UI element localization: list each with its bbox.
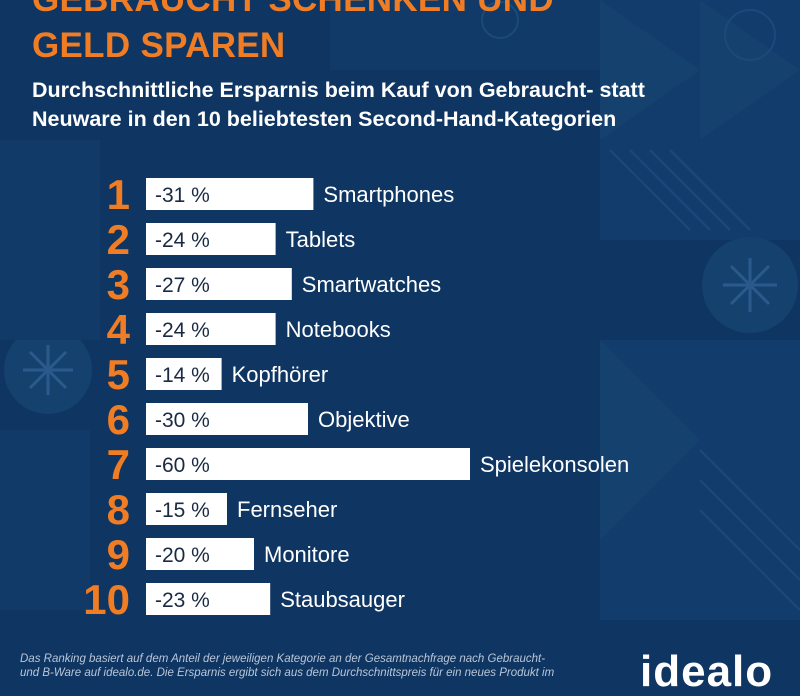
bar-value-label: -31 % xyxy=(155,184,210,207)
category-label: Staubsauger xyxy=(280,587,405,612)
title-line-2: GELD SPAREN xyxy=(32,26,286,65)
category-label: Objektive xyxy=(318,407,410,432)
bar xyxy=(146,178,314,210)
brand-logo: idealo xyxy=(640,647,774,696)
ranking-bar-chart: 1 -31 % Smartphones 2 -24 % Tablets 3 -27 % Smar… xyxy=(83,171,629,623)
category-label: Spielekonsolen xyxy=(480,452,629,477)
category-label: Smartwatches xyxy=(302,272,441,297)
rank-number: 3 xyxy=(107,261,130,308)
rank-number: 2 xyxy=(107,216,130,263)
bar-value-label: -60 % xyxy=(155,454,210,477)
bar xyxy=(146,493,227,525)
rank-number: 8 xyxy=(107,486,130,533)
bar xyxy=(146,538,254,570)
rank-number: 5 xyxy=(107,351,130,398)
bar-value-label: -14 % xyxy=(155,364,210,387)
bar xyxy=(146,403,308,435)
category-label: Kopfhörer xyxy=(232,362,329,387)
bar-value-label: -23 % xyxy=(155,589,210,612)
bar xyxy=(146,268,292,300)
category-label: Tablets xyxy=(286,227,356,252)
category-label: Smartphones xyxy=(323,182,454,207)
subtitle-line-1: Durchschnittliche Ersparnis beim Kauf vo… xyxy=(32,78,645,102)
rank-number: 7 xyxy=(107,441,130,488)
bar-value-label: -24 % xyxy=(155,319,210,342)
subtitle-line-2: Neuware in den 10 beliebtesten Second-Ha… xyxy=(32,107,617,131)
bar xyxy=(146,448,470,480)
footnote-line-1: Das Ranking basiert auf dem Anteil der j… xyxy=(20,653,546,665)
bar-value-label: -24 % xyxy=(155,229,210,252)
rank-number: 6 xyxy=(107,396,130,443)
bar xyxy=(146,313,276,345)
bar-value-label: -20 % xyxy=(155,544,210,567)
category-label: Monitore xyxy=(264,542,350,567)
title-line-1: GEBRAUCHT SCHENKEN UND xyxy=(32,0,554,20)
bar-value-label: -30 % xyxy=(155,409,210,432)
background-pattern xyxy=(4,1,800,611)
subtitle: Durchschnittliche Ersparnis beim Kauf vo… xyxy=(32,76,772,134)
bar-value-label: -27 % xyxy=(155,274,210,297)
rank-number: 9 xyxy=(107,531,130,578)
bar xyxy=(146,583,271,615)
category-label: Notebooks xyxy=(286,317,391,342)
category-label: Fernseher xyxy=(237,497,337,522)
rank-number: 10 xyxy=(83,576,130,623)
footnote-line-2: und B-Ware auf idealo.de. Die Ersparnis … xyxy=(20,667,555,679)
bar xyxy=(146,223,276,255)
bar xyxy=(146,358,222,390)
rank-number: 1 xyxy=(107,171,130,218)
bar-value-label: -15 % xyxy=(155,499,210,522)
rank-number: 4 xyxy=(107,306,131,353)
footnote: Das Ranking basiert auf dem Anteil der j… xyxy=(20,652,610,680)
